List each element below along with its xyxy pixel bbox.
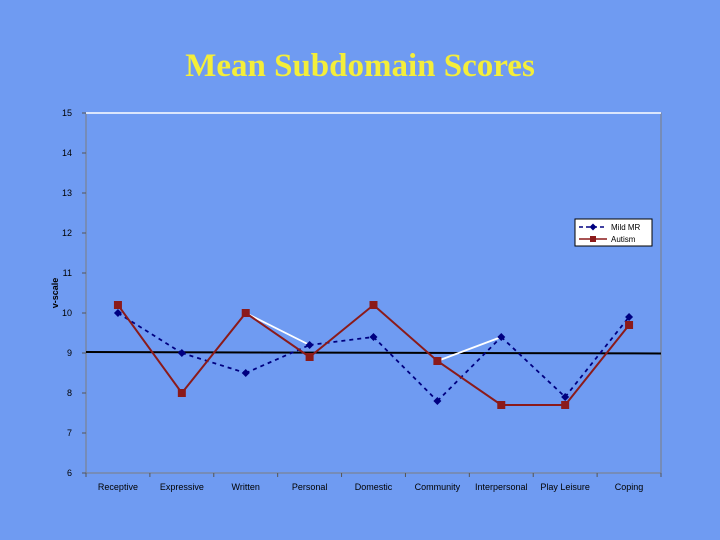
mild-mr-point: [177, 349, 186, 357]
mild-mr-segment: [500, 336, 566, 398]
autism-point: [177, 389, 186, 397]
mild-mr-point: [625, 313, 634, 321]
autism-point: [241, 309, 250, 317]
x-tick-label: Coping: [615, 482, 644, 492]
autism-point: [305, 353, 314, 361]
mild-mr-point: [497, 333, 506, 341]
legend-autism-label: Autism: [611, 235, 636, 244]
legend-mild-mr-marker: [589, 223, 597, 231]
autism-point: [433, 357, 442, 365]
x-tick-label: Receptive: [98, 482, 138, 492]
y-axis-label: v-scale: [50, 278, 60, 309]
x-tick-label: Play Leisure: [540, 482, 590, 492]
mild-mr-segment: [564, 316, 630, 398]
mild-mr-segment: [436, 336, 502, 402]
y-tick-label: 10: [62, 308, 72, 318]
y-tick-label: 6: [67, 468, 72, 478]
autism-point: [113, 301, 122, 309]
x-tick-label: Interpersonal: [475, 482, 528, 492]
divergence-segment: [437, 336, 502, 362]
chart-axes: [82, 112, 662, 477]
y-tick-label: 9: [67, 348, 72, 358]
chart-markers: [113, 301, 634, 409]
legend-box: [574, 218, 653, 247]
mild-mr-point: [113, 309, 122, 317]
x-tick-label: Written: [232, 482, 260, 492]
autism-point: [561, 401, 570, 409]
mild-mr-point: [369, 333, 378, 341]
y-tick-label: 13: [62, 188, 72, 198]
mild-mr-point: [241, 369, 250, 377]
x-tick-label: Community: [415, 482, 461, 492]
plot-area: [85, 112, 662, 474]
page-title: Mean Subdomain Scores: [185, 48, 535, 84]
legend-autism-marker: [590, 236, 596, 242]
mild-mr-segment: [309, 336, 374, 346]
x-tick-label: Expressive: [160, 482, 204, 492]
autism-point: [369, 301, 378, 309]
chart-lines: [85, 303, 662, 406]
y-tick-label: 15: [62, 108, 72, 118]
reference-line: [85, 351, 662, 355]
autism-line: [117, 303, 630, 406]
mild-mr-point: [305, 341, 314, 349]
y-tick-label: 11: [63, 268, 72, 278]
divergence-segment: [245, 312, 311, 346]
autism-point: [625, 321, 634, 329]
y-tick-label: 14: [62, 148, 72, 158]
y-tick-label: 12: [62, 228, 72, 238]
y-tick-label: 7: [67, 428, 72, 438]
mild-mr-point: [561, 393, 570, 401]
mild-mr-point: [433, 397, 442, 405]
chart-legend: Mild MR Autism: [574, 218, 653, 247]
chart-labels: 6 7 8 9 10 11 12 13 14 15 Receptive Expressive Writt…: [50, 108, 643, 492]
legend-mild-mr-label: Mild MR: [611, 223, 641, 232]
mild-mr-segment: [181, 352, 246, 374]
y-tick-label: 8: [67, 388, 72, 398]
mild-mr-segment: [372, 336, 439, 402]
x-tick-label: Domestic: [355, 482, 393, 492]
x-tick-label: Personal: [292, 482, 328, 492]
autism-point: [497, 401, 506, 409]
